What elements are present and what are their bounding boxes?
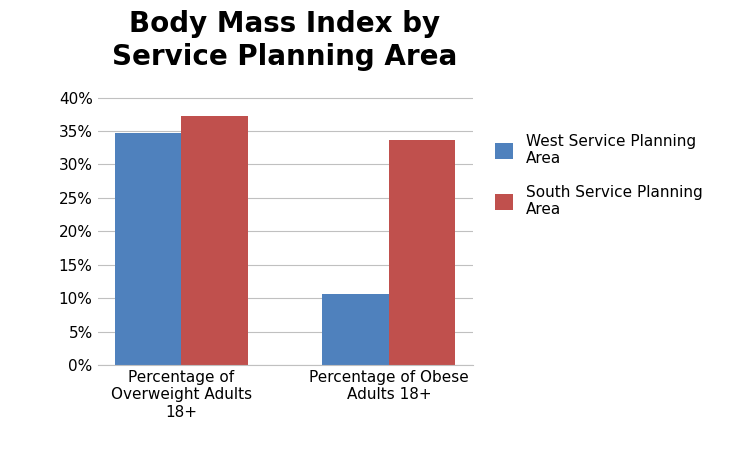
Bar [181,117,248,365]
Legend: West Service Planning
Area, South Service Planning
Area: West Service Planning Area, South Servic… [495,134,703,217]
Title: Body Mass Index by
Service Planning Area: Body Mass Index by Service Planning Area [112,10,458,71]
Bar [322,294,389,365]
Bar [389,140,455,365]
Bar [115,133,181,365]
